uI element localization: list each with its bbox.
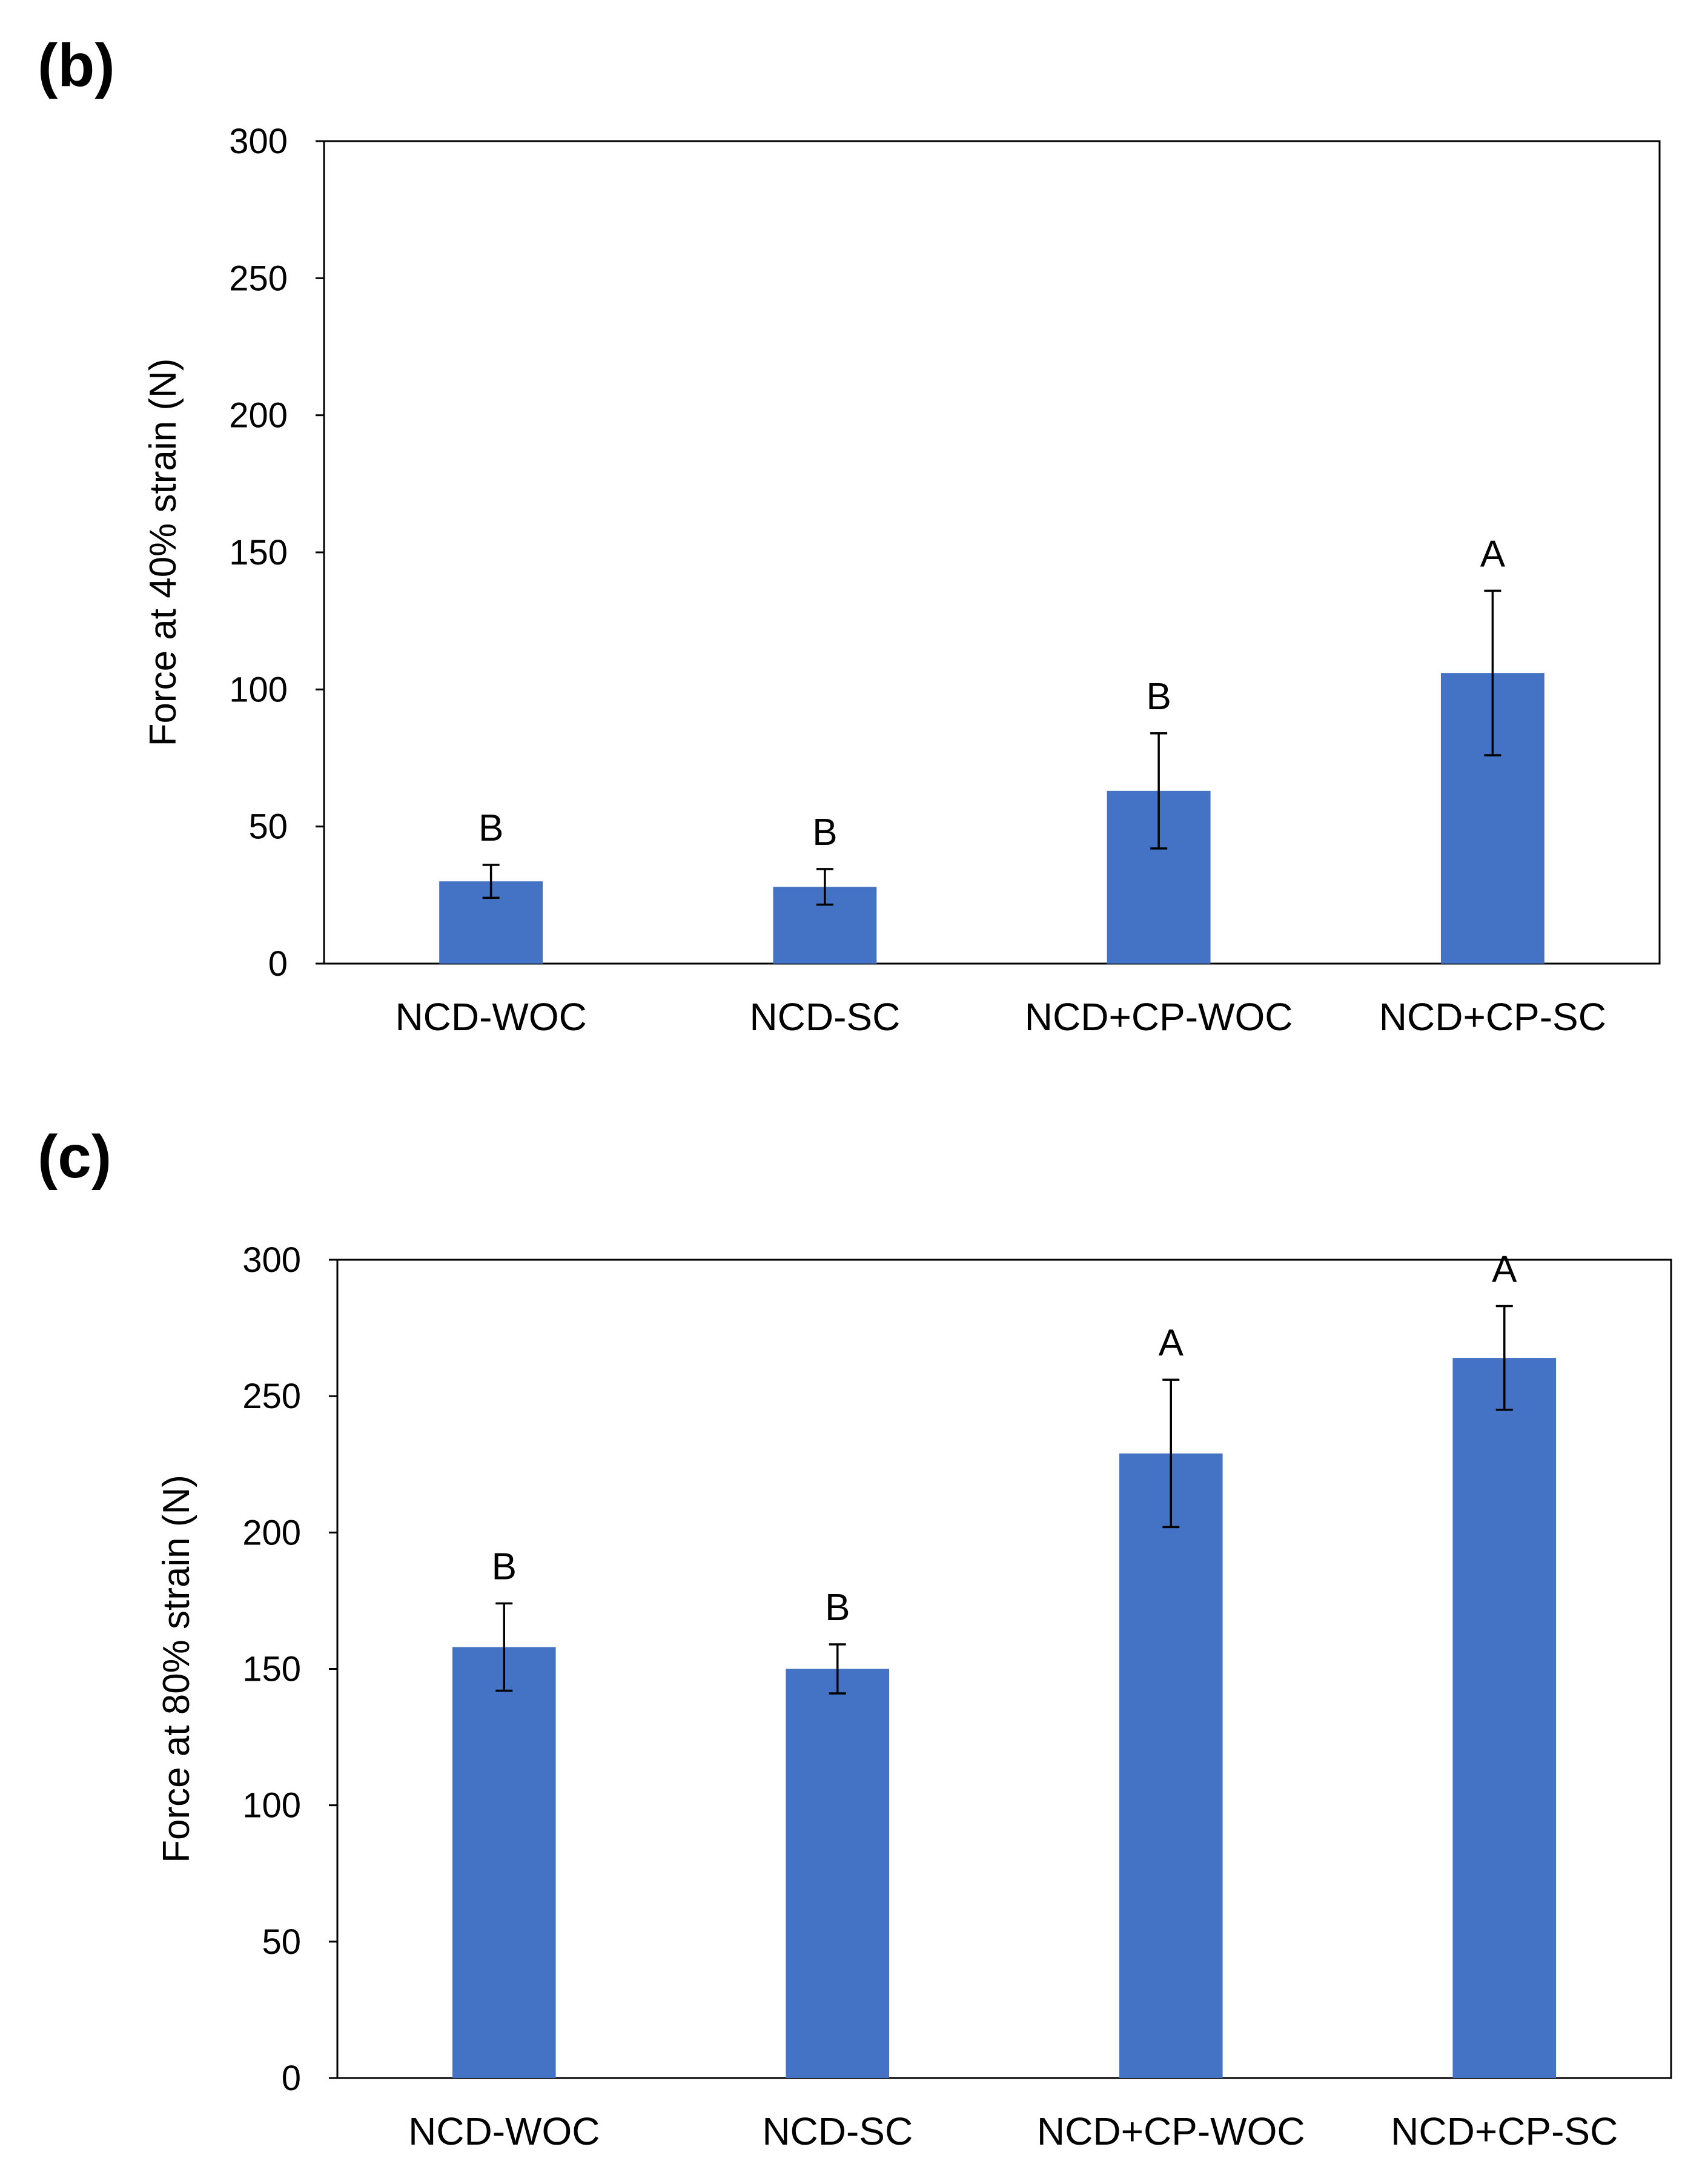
significance-label: B [1146,676,1171,718]
x-tick-label: NCD+CP-WOC [1037,2110,1305,2153]
error-bar [495,1602,513,1692]
error-bar [1162,1378,1180,1529]
bar-chart-c: 0 50 100 150 200 250 300 Force at 80% strain (N… [156,1240,1672,2153]
significance-label: B [478,807,503,849]
error-bar [816,868,833,906]
y-tick-label: 0 [268,944,288,984]
y-tick-label: 100 [229,670,288,709]
y-tick-label: 50 [262,1922,301,1962]
panel-label-c: (c) [38,1123,112,1191]
x-tick-label: NCD-SC [762,2110,913,2153]
y-axis-label: Force at 80% strain (N) [156,1475,197,1863]
error-bar [1484,589,1501,756]
y-tick-label: 100 [242,1786,301,1825]
bar-ncd-cp-woc [1119,1453,1223,2078]
significance-label: A [1159,1322,1184,1364]
panel-label-b: (b) [38,31,115,99]
y-tick-label: 0 [282,2059,301,2098]
x-tick-label: NCD-WOC [408,2110,600,2153]
x-tick-label: NCD+CP-SC [1391,2110,1618,2153]
y-axis-label: Force at 40% strain (N) [142,359,184,747]
y-tick-label: 150 [242,1650,301,1689]
y-tick-label: 150 [229,533,288,572]
significance-label: B [825,1587,850,1629]
error-bar [1495,1305,1513,1411]
y-tick-label: 200 [242,1513,301,1552]
error-bar [482,864,500,899]
y-tick-label: 50 [248,807,288,847]
bar-ncd-sc [786,1669,890,2078]
x-tick-label: NCD+CP-SC [1379,995,1606,1039]
x-tick-label: NCD+CP-WOC [1025,995,1293,1039]
significance-label: A [1480,533,1506,575]
y-tick-label: 250 [242,1377,301,1416]
error-bar [1150,732,1168,850]
y-tick-label: 200 [229,396,288,435]
significance-label: B [492,1546,517,1587]
y-tick-label: 300 [242,1240,301,1280]
bar-chart-b: 0 50 100 150 200 250 300 Force at 40% strain (N… [142,122,1661,1039]
x-tick-label: NCD-WOC [395,995,586,1039]
bar-ncd-woc [452,1647,556,2078]
significance-label: B [812,812,837,853]
bar-ncd-cp-sc [1452,1358,1557,2078]
significance-label: A [1492,1249,1517,1291]
x-tick-label: NCD-SC [749,995,900,1039]
y-tick-label: 250 [229,259,288,298]
y-tick-label: 300 [229,122,288,161]
chart-panel-c: (c) 0 50 100 150 200 250 300 Force at 80% strai… [0,1092,1705,2184]
chart-panel-b: (b) 0 50 100 150 200 250 300 Force at 40% strai… [38,31,1661,1039]
error-bar [829,1643,846,1695]
